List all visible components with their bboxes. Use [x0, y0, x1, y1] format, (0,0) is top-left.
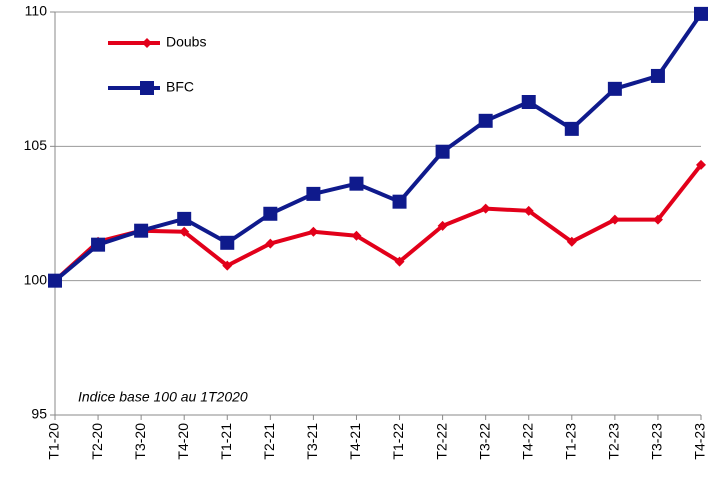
x-tick-label: T2-22 — [433, 423, 449, 460]
point — [480, 203, 491, 214]
point — [521, 95, 536, 110]
point — [478, 113, 493, 128]
x-tick-label: T1-20 — [46, 423, 62, 460]
point — [564, 121, 579, 136]
x-tick-label: T1-23 — [563, 423, 579, 460]
x-tick-label: T4-21 — [347, 423, 363, 460]
y-tick-label: 100 — [24, 271, 48, 287]
point — [179, 226, 190, 237]
x-tick-label: T3-22 — [476, 423, 492, 460]
series-line — [53, 12, 703, 283]
x-tick-label: T3-20 — [132, 423, 148, 460]
x-tick-label: T4-23 — [692, 423, 708, 460]
point — [263, 206, 278, 221]
legend-label: BFC — [166, 79, 194, 95]
point — [349, 176, 364, 191]
point — [306, 186, 321, 201]
point — [696, 159, 706, 170]
point — [652, 214, 663, 225]
y-tick-label: 95 — [31, 406, 47, 422]
y-tick-label: 105 — [24, 137, 48, 153]
x-tick-label: T3-23 — [649, 423, 665, 460]
x-tick-label: T4-22 — [519, 423, 535, 460]
point — [437, 220, 448, 231]
point — [392, 194, 407, 209]
x-tick-label: T1-21 — [218, 423, 234, 460]
point — [435, 144, 450, 159]
point — [265, 238, 276, 249]
point — [523, 205, 534, 216]
point — [694, 6, 708, 21]
point — [177, 211, 192, 226]
legend-label: Doubs — [166, 34, 206, 50]
point — [134, 223, 149, 238]
x-tick-label: T2-20 — [89, 423, 105, 460]
point — [609, 214, 620, 225]
point — [394, 256, 405, 267]
point — [48, 273, 62, 288]
point — [566, 236, 577, 247]
point — [91, 237, 106, 252]
point — [308, 226, 319, 237]
point — [220, 235, 235, 250]
point — [650, 68, 665, 83]
x-tick-label: T1-22 — [390, 423, 406, 460]
legend-marker — [140, 81, 154, 95]
legend-marker — [142, 38, 152, 48]
x-tick-label: T4-20 — [175, 423, 191, 460]
point — [222, 260, 233, 271]
y-tick-label: 110 — [25, 3, 48, 19]
point — [351, 230, 362, 241]
x-tick-label: T2-23 — [606, 423, 622, 460]
x-tick-label: T3-21 — [304, 423, 320, 460]
x-tick-label: T2-21 — [261, 423, 277, 460]
point — [607, 81, 622, 96]
annotation: Indice base 100 au 1T2020 — [78, 389, 248, 405]
series-line — [53, 163, 703, 283]
